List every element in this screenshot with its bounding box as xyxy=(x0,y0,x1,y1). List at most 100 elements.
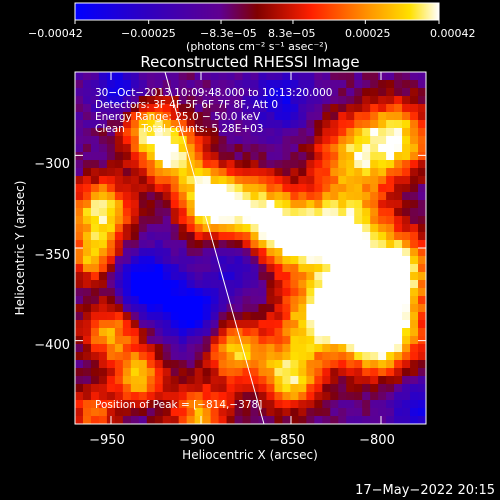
heatmap-cell xyxy=(322,264,331,273)
heatmap-cell xyxy=(250,400,260,409)
heatmap-cell xyxy=(82,304,92,313)
heatmap-cell xyxy=(170,352,180,361)
heatmap-cell xyxy=(234,240,244,249)
heatmap-cell xyxy=(90,208,100,217)
heatmap-cell xyxy=(234,120,244,129)
heatmap-cell xyxy=(218,80,228,89)
heatmap-cell xyxy=(186,288,196,297)
heatmap-cell xyxy=(370,400,379,409)
heatmap-cell xyxy=(210,296,220,305)
heatmap-cell xyxy=(290,208,299,217)
heatmap-cell xyxy=(202,376,212,385)
heatmap-cell xyxy=(75,232,84,241)
heatmap-cell xyxy=(266,152,276,161)
heatmap-cell xyxy=(418,224,426,233)
heatmap-cell xyxy=(82,240,92,249)
heatmap-cell xyxy=(346,384,355,393)
heatmap-cell xyxy=(226,224,236,233)
heatmap-cell xyxy=(274,216,284,225)
heatmap-cell xyxy=(410,392,419,401)
heatmap-cell xyxy=(98,416,108,424)
heatmap-cell xyxy=(362,88,371,97)
heatmap-cell xyxy=(122,232,132,241)
heatmap-cell xyxy=(274,344,284,353)
heatmap-cell xyxy=(218,176,228,185)
heatmap-cell xyxy=(418,200,426,209)
heatmap-cell xyxy=(106,264,116,273)
heatmap-cell xyxy=(170,192,180,201)
heatmap-cell xyxy=(90,88,100,97)
heatmap-cell xyxy=(186,128,196,137)
heatmap-cell xyxy=(250,88,260,97)
heatmap-cell xyxy=(298,200,307,209)
heatmap-cell xyxy=(346,176,355,185)
heatmap-cell xyxy=(386,208,395,217)
heatmap-cell xyxy=(290,328,299,337)
heatmap-cell xyxy=(290,296,299,305)
heatmap-cell xyxy=(306,352,315,361)
heatmap-cell xyxy=(338,368,347,377)
heatmap-cell xyxy=(282,104,291,113)
heatmap-cell xyxy=(146,384,156,393)
heatmap-cell xyxy=(394,416,403,424)
heatmap-cell xyxy=(306,176,315,185)
heatmap-cell xyxy=(234,248,244,257)
heatmap-cell xyxy=(194,216,204,225)
heatmap-cell xyxy=(170,416,180,424)
heatmap-cell xyxy=(306,416,315,424)
heatmap-cell xyxy=(186,72,196,81)
heatmap-cell xyxy=(146,176,156,185)
heatmap-cell xyxy=(298,112,307,121)
heatmap-cell xyxy=(370,168,379,177)
heatmap-cell xyxy=(362,200,371,209)
heatmap-cell xyxy=(122,272,132,281)
heatmap-cell xyxy=(242,208,252,217)
heatmap-cell xyxy=(154,384,164,393)
heatmap-cell xyxy=(250,312,260,321)
heatmap-cell xyxy=(234,280,244,289)
heatmap-cell xyxy=(330,280,339,289)
heatmap-cell xyxy=(378,240,387,249)
heatmap-cell xyxy=(418,384,426,393)
heatmap-cell xyxy=(106,104,116,113)
heatmap-cell xyxy=(234,168,244,177)
heatmap-cell xyxy=(298,416,307,424)
heatmap-cell xyxy=(370,96,379,105)
heatmap-cell xyxy=(114,248,124,257)
heatmap-cell xyxy=(282,416,291,424)
heatmap-cell xyxy=(186,296,196,305)
heatmap-cell xyxy=(370,408,379,417)
heatmap-cell xyxy=(330,160,339,169)
heatmap-cell xyxy=(82,224,92,233)
heatmap-cell xyxy=(75,352,84,361)
heatmap-cell xyxy=(210,80,220,89)
heatmap-cell xyxy=(410,384,419,393)
heatmap-cell xyxy=(290,160,299,169)
heatmap-cell xyxy=(114,272,124,281)
heatmap-cell xyxy=(386,416,395,424)
heatmap-cell xyxy=(338,416,347,424)
heatmap-cell xyxy=(362,408,371,417)
heatmap-cell xyxy=(314,152,323,161)
heatmap-cell xyxy=(346,280,355,289)
heatmap-cell xyxy=(314,272,323,281)
heatmap-cell xyxy=(106,408,116,417)
heatmap-cell xyxy=(178,272,188,281)
heatmap-cell xyxy=(274,352,284,361)
heatmap-cell xyxy=(98,208,108,217)
heatmap-cell xyxy=(394,264,403,273)
heatmap-cell xyxy=(226,136,236,145)
heatmap-cell xyxy=(202,160,212,169)
heatmap-cell xyxy=(218,168,228,177)
heatmap-cell xyxy=(242,88,252,97)
heatmap-cell xyxy=(170,408,180,417)
heatmap-cell xyxy=(386,160,395,169)
heatmap-cell xyxy=(146,392,156,401)
heatmap-cell xyxy=(146,328,156,337)
heatmap-cell xyxy=(234,80,244,89)
heatmap-cell xyxy=(322,80,331,89)
heatmap-cell xyxy=(186,200,196,209)
heatmap-cell xyxy=(154,328,164,337)
info-line-time: 30−Oct−2013 10:09:48.000 to 10:13:20.000 xyxy=(95,87,332,99)
heatmap-cell xyxy=(274,256,284,265)
